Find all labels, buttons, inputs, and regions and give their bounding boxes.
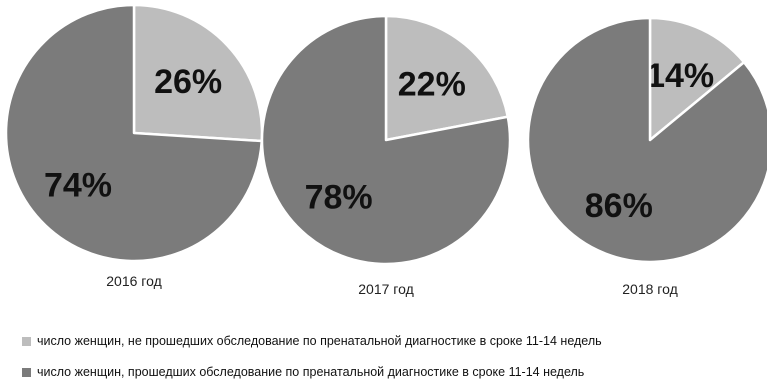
legend-item-examined: число женщин, прошедших обследование по … <box>22 363 584 381</box>
pie-2018-slice-not-examined <box>648 16 746 142</box>
pie-2016-label-examined: 74% <box>44 167 112 205</box>
pie-2017-label-not-examined: 22% <box>398 66 466 104</box>
legend-swatch-examined <box>22 367 31 377</box>
legend-label-examined: число женщин, прошедших обследование по … <box>37 365 585 379</box>
pie-title-2018: 2018 год <box>622 281 678 297</box>
pie-2017-label-examined: 78% <box>305 178 373 216</box>
pie-charts: 26% 74% 22% 78% 14% 86% <box>4 3 767 266</box>
pie-2016-slice-examined <box>4 3 263 263</box>
legend-swatch-not-examined <box>22 336 31 346</box>
legend-label-not-examined: число женщин, не прошедших обследование … <box>37 334 602 348</box>
pie-2018-slice-examined <box>526 16 767 264</box>
pie-2016-label-not-examined: 26% <box>154 63 222 101</box>
pie-2016-slice-not-examined <box>132 3 264 143</box>
pie-2017-slice-examined <box>260 14 512 266</box>
pie-2017-slice-not-examined <box>384 14 510 142</box>
pie-title-2017: 2017 год <box>358 281 414 297</box>
pie-2018-label-examined: 86% <box>585 187 653 225</box>
pie-title-2016: 2016 год <box>106 273 162 289</box>
pie-2018-label-not-examined: 14% <box>646 57 714 95</box>
legend-item-not-examined: число женщин, не прошедших обследование … <box>22 332 602 350</box>
